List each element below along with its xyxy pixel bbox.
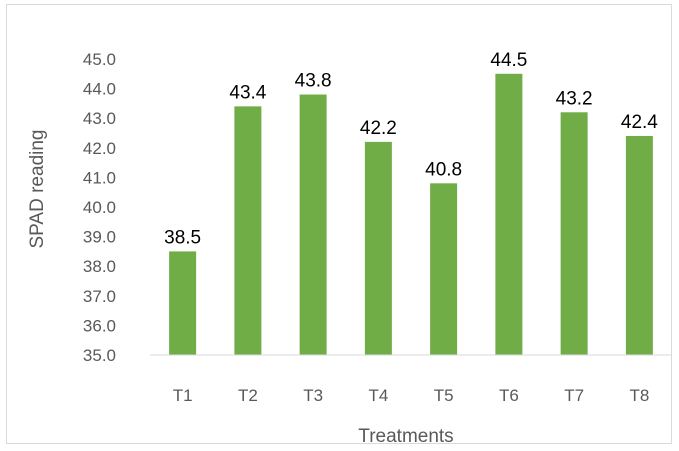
bar-t1 (169, 251, 197, 355)
y-tick-label: 41.0 (83, 168, 116, 187)
y-tick-label: 45.0 (83, 50, 116, 69)
bar-t8 (625, 135, 653, 355)
x-tick-label: T5 (434, 386, 454, 405)
y-tick-label: 44.0 (83, 80, 116, 99)
y-axis-title: SPAD reading (27, 130, 48, 249)
x-tick-label: T7 (564, 386, 584, 405)
y-tick-label: 42.0 (83, 139, 116, 158)
x-axis-ticks: T1 T2 T3 T4 T5 T6 T7 T8 (173, 386, 650, 405)
bar-t3 (299, 94, 327, 356)
y-tick-label: 43.0 (83, 109, 116, 128)
bar-t6 (495, 73, 523, 356)
y-tick-label: 38.0 (83, 257, 116, 276)
y-axis-ticks: 35.0 36.0 37.0 38.0 39.0 40.0 41.0 42.0 43.0 44.0… (83, 50, 116, 365)
data-label: 42.2 (360, 118, 397, 139)
x-tick-label: T6 (499, 386, 519, 405)
data-labels: 38.5 43.4 43.8 42.2 40.8 44.5 43.2 42.4 (164, 50, 658, 249)
x-axis-title: Treatments (358, 426, 453, 447)
y-tick-label: 40.0 (83, 198, 116, 217)
y-tick-label: 37.0 (83, 287, 116, 306)
data-label: 42.4 (621, 112, 658, 133)
data-label: 43.2 (556, 88, 593, 109)
data-label: 40.8 (425, 159, 462, 180)
x-tick-label: T4 (368, 386, 388, 405)
bar-t7 (560, 112, 588, 355)
data-label: 38.5 (164, 227, 201, 248)
y-tick-label: 39.0 (83, 228, 116, 247)
bar-t4 (364, 141, 392, 355)
x-tick-label: T3 (303, 386, 323, 405)
bar-t2 (234, 106, 262, 355)
x-tick-label: T2 (238, 386, 258, 405)
bars (169, 73, 653, 356)
data-label: 43.8 (295, 71, 332, 92)
bar-t5 (430, 183, 458, 355)
x-tick-label: T1 (173, 386, 193, 405)
y-tick-label: 35.0 (83, 346, 116, 365)
data-label: 43.4 (229, 82, 266, 103)
x-tick-label: T8 (629, 386, 649, 405)
y-tick-label: 36.0 (83, 316, 116, 335)
data-label: 44.5 (490, 50, 527, 71)
